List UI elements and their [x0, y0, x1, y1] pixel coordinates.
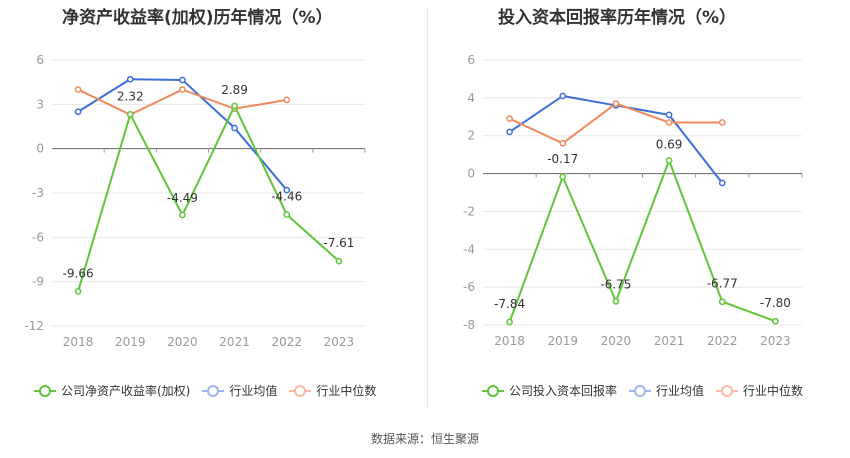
chart-2-legend: 公司投入资本回报率 行业均值 行业中位数 — [482, 382, 815, 399]
y-tick-label: -8 — [463, 318, 475, 332]
legend-item-median[interactable]: 行业中位数 — [716, 382, 803, 399]
data-label: 2.89 — [221, 83, 248, 97]
legend-item-company[interactable]: 公司净资产收益率(加权) — [34, 382, 190, 399]
data-point-median — [612, 100, 620, 107]
x-tick-label: 2020 — [167, 335, 198, 349]
x-tick-label: 2018 — [494, 334, 525, 348]
series-line-company — [77, 103, 340, 292]
legend-marker-company — [482, 384, 504, 397]
x-tick-label: 2021 — [654, 334, 685, 348]
data-point-mean — [665, 111, 673, 119]
y-tick-label: -12 — [24, 319, 44, 333]
y-tick-label: -4 — [463, 242, 475, 256]
data-point-mean — [74, 108, 82, 116]
data-label: -7.80 — [760, 296, 791, 310]
legend-marker-median — [716, 384, 739, 397]
data-point-company — [126, 111, 134, 118]
legend-label-mean: 行业均值 — [229, 384, 278, 398]
y-tick-label: 0 — [467, 167, 475, 181]
data-point-company — [612, 297, 620, 305]
data-point-mean — [283, 186, 291, 194]
legend-label-median: 行业中位数 — [316, 384, 377, 398]
y-tick-label: 4 — [467, 91, 475, 105]
data-point-mean — [559, 92, 567, 100]
data-point-company — [179, 211, 186, 219]
data-point-median — [74, 86, 82, 93]
y-tick-label: -9 — [32, 275, 44, 289]
data-point-company — [335, 257, 343, 265]
data-point-median — [283, 96, 291, 104]
data-label: -6.77 — [707, 277, 738, 291]
x-tick-label: 2023 — [324, 335, 355, 349]
x-tick-label: 2020 — [601, 334, 632, 348]
data-point-mean — [179, 76, 186, 84]
data-label: -7.61 — [323, 236, 354, 250]
legend-marker-mean — [202, 384, 225, 397]
data-label: -0.17 — [547, 152, 578, 166]
legend-label-company: 公司净资产收益率(加权) — [61, 384, 191, 398]
x-tick-label: 2019 — [547, 334, 578, 348]
y-tick-label: 6 — [467, 53, 475, 67]
data-point-median — [559, 139, 567, 147]
x-tick-label: 2022 — [271, 335, 302, 349]
data-label: -9.66 — [63, 266, 94, 280]
data-label: -7.84 — [494, 297, 525, 311]
series-line-mean — [509, 94, 724, 184]
data-label: -4.46 — [271, 190, 302, 204]
legend-item-median[interactable]: 行业中位数 — [289, 382, 376, 399]
x-tick-label: 2019 — [115, 335, 146, 349]
chart-1-legend: 公司净资产收益率(加权) 行业均值 行业中位数 — [34, 382, 388, 399]
data-label: -4.49 — [167, 191, 198, 205]
chart-2-title: 投入资本回报率历年情况（%） — [498, 8, 737, 28]
chart-2-plot: 6 4 2 0 -2 -4 -6 -8 2018 2019 2020 2021 2022 2023 -7.8… — [463, 53, 803, 348]
x-tick-label: 2023 — [760, 334, 791, 348]
x-tick-label: 2022 — [707, 334, 738, 348]
legend-label-median: 行业中位数 — [743, 384, 804, 398]
series-line-company — [508, 157, 776, 323]
data-label: -6.75 — [600, 277, 631, 291]
y-tick-label: 0 — [36, 142, 44, 156]
legend-label-mean: 行业均值 — [656, 384, 705, 398]
legend-item-company[interactable]: 公司投入资本回报率 — [482, 382, 617, 399]
data-point-mean — [718, 179, 726, 187]
legend-marker-company — [34, 384, 56, 397]
y-tick-label: -2 — [463, 204, 475, 218]
data-point-mean — [506, 128, 513, 136]
data-point-median — [718, 119, 726, 126]
panel-divider — [427, 8, 428, 408]
data-point-median — [179, 86, 186, 93]
y-tick-label: 3 — [36, 97, 44, 111]
y-tick-label: -6 — [463, 280, 475, 294]
data-point-company — [74, 288, 82, 295]
chart-1-title: 净资产收益率(加权)历年情况（%） — [62, 8, 333, 28]
legend-label-company: 公司投入资本回报率 — [509, 384, 618, 398]
legend-marker-mean — [629, 384, 652, 397]
data-point-mean — [126, 75, 134, 83]
data-point-company — [772, 317, 779, 325]
y-tick-label: -3 — [32, 186, 44, 200]
data-point-mean — [231, 124, 238, 132]
legend-item-mean[interactable]: 行业均值 — [629, 382, 704, 399]
data-point-company — [283, 211, 291, 218]
data-point-company — [559, 173, 567, 181]
data-label: 0.69 — [656, 138, 683, 152]
data-point-company — [718, 298, 726, 306]
data-source-note: 数据来源：恒生聚源 — [370, 432, 479, 446]
data-point-company — [231, 102, 238, 110]
chart-1-plot: 6 3 0 -3 -6 -9 -12 2018 2019 2020 2021 2022 2023 -9.6… — [24, 53, 366, 349]
data-point-company — [665, 157, 673, 164]
data-point-company — [506, 318, 513, 326]
y-tick-label: -6 — [32, 230, 44, 244]
legend-item-mean[interactable]: 行业均值 — [202, 382, 277, 399]
legend-marker-median — [289, 384, 312, 397]
x-tick-label: 2021 — [219, 335, 250, 349]
x-tick-label: 2018 — [63, 335, 94, 349]
y-tick-label: 2 — [467, 129, 475, 143]
data-point-median — [506, 115, 513, 123]
data-point-median — [665, 119, 673, 126]
data-label: 2.32 — [117, 89, 144, 103]
y-tick-label: 6 — [36, 53, 44, 67]
